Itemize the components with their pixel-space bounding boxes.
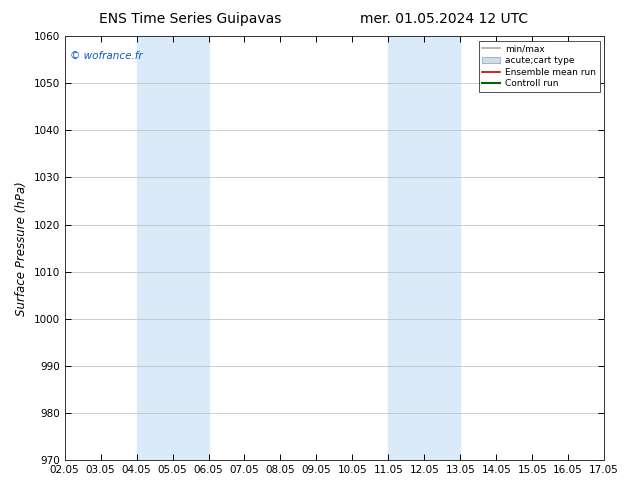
Y-axis label: Surface Pressure (hPa): Surface Pressure (hPa) [15, 181, 28, 316]
Text: ENS Time Series Guipavas: ENS Time Series Guipavas [99, 12, 281, 26]
Text: mer. 01.05.2024 12 UTC: mer. 01.05.2024 12 UTC [359, 12, 528, 26]
Bar [389, 36, 460, 460]
Bar [136, 36, 209, 460]
Legend: min/max, acute;cart type, Ensemble mean run, Controll run: min/max, acute;cart type, Ensemble mean … [479, 41, 600, 92]
Text: © wofrance.fr: © wofrance.fr [70, 51, 143, 61]
